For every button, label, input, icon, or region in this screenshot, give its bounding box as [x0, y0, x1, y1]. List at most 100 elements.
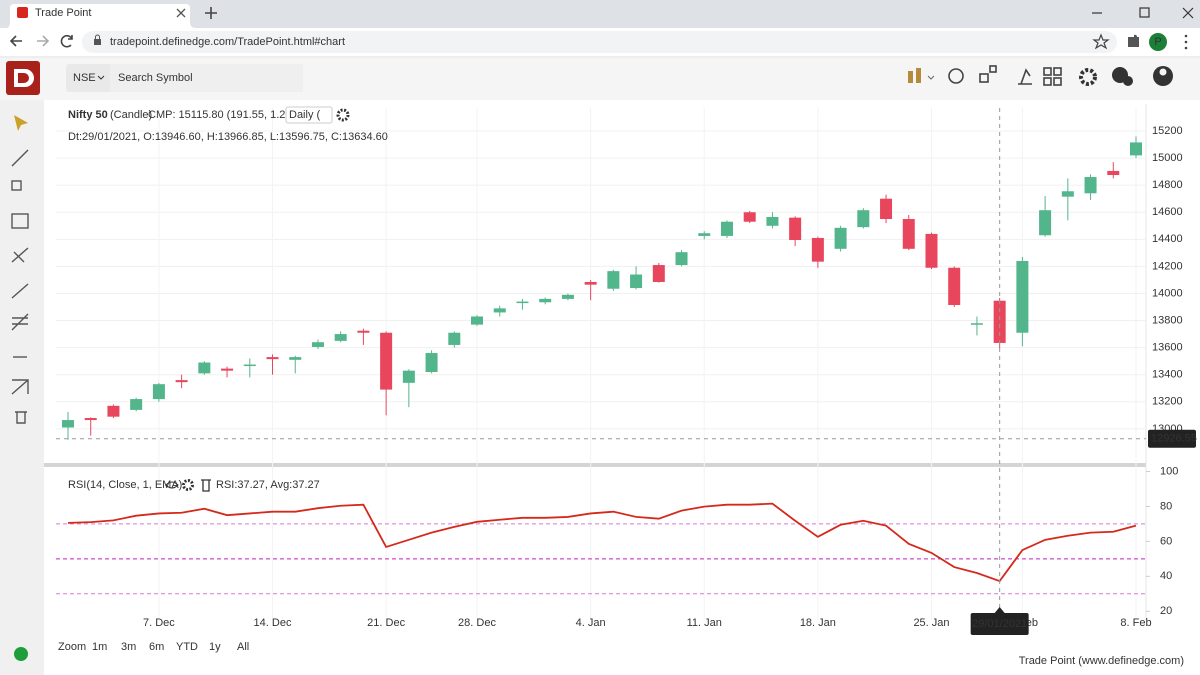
account-icon[interactable] — [1153, 66, 1173, 86]
zoom-button[interactable]: 3m — [121, 641, 136, 653]
x-tick-label: 28. Dec — [458, 617, 496, 629]
chart-type-icon-bar — [916, 68, 921, 83]
layout-icon-part — [1043, 77, 1052, 86]
delete-tool[interactable] — [15, 411, 27, 424]
menu-dot[interactable] — [1184, 34, 1188, 38]
x-tick-label: 14. Dec — [254, 617, 292, 629]
maximize[interactable] — [1139, 7, 1150, 18]
rsi-tick-label: 100 — [1160, 465, 1178, 477]
candle-body — [675, 252, 688, 266]
rsi-readout: RSI:37.27, Avg:37.27 — [216, 479, 320, 491]
rsi-visibility[interactable] — [165, 481, 179, 489]
candle-body — [198, 362, 211, 374]
search-input[interactable] — [110, 64, 303, 92]
candle-body — [993, 300, 1006, 343]
candle-body — [1016, 260, 1029, 333]
candle-body — [789, 217, 802, 240]
candle-body — [1107, 170, 1120, 176]
zoom-button[interactable]: YTD — [176, 641, 198, 653]
candle-body — [630, 274, 643, 289]
x-tick-label: 4. Jan — [576, 617, 606, 629]
candle-body — [130, 399, 143, 410]
text-tool[interactable] — [11, 213, 29, 229]
reload[interactable] — [60, 34, 73, 48]
candle-body — [152, 384, 165, 400]
extensions[interactable] — [1128, 34, 1139, 47]
candle-body — [289, 357, 302, 360]
y-tick-label: 13600 — [1152, 342, 1183, 354]
pane-separator — [44, 463, 1146, 467]
candle-body — [1084, 177, 1097, 194]
candle-body — [402, 370, 415, 383]
menu-dot — [1184, 46, 1188, 50]
close-window[interactable] — [1182, 7, 1194, 19]
channel-tool[interactable] — [11, 313, 29, 331]
chart-type-icon[interactable] — [908, 71, 913, 83]
candle-body — [175, 380, 188, 383]
drawing-icon[interactable] — [979, 73, 989, 83]
candle-body — [1061, 191, 1074, 197]
indicator-icon[interactable] — [948, 68, 964, 84]
zoom-tool[interactable] — [11, 379, 29, 395]
x-tick-label: 7. Dec — [143, 617, 175, 629]
settings-icon[interactable] — [1079, 68, 1097, 86]
zoom-button[interactable]: 6m — [149, 641, 164, 653]
candle-body — [107, 405, 120, 417]
new-tab[interactable] — [205, 7, 217, 19]
ohlc-readout: Dt:29/01/2021, O:13946.60, H:13966.85, L… — [68, 131, 388, 143]
candle-body — [743, 212, 756, 222]
account-head — [1159, 68, 1167, 76]
candle-body — [62, 420, 74, 428]
candle-body — [720, 221, 733, 236]
rsi-tick-label: 60 — [1160, 535, 1172, 547]
header-icons — [908, 65, 1173, 86]
fib-tool[interactable] — [11, 247, 29, 263]
candle-body — [516, 301, 529, 304]
candle-body — [948, 267, 961, 305]
rsi-tick-label: 20 — [1160, 605, 1172, 617]
interval-select[interactable] — [285, 106, 333, 124]
chat-icon-part — [1123, 76, 1133, 86]
y-tick-label: 14800 — [1152, 179, 1183, 191]
tab-close[interactable] — [176, 8, 186, 18]
cursor-tool[interactable] — [14, 115, 28, 131]
back[interactable] — [9, 35, 22, 47]
candle-body — [471, 316, 484, 325]
rsi-settings[interactable] — [182, 479, 194, 491]
lock-shackle — [95, 34, 100, 39]
candle-body — [880, 198, 893, 220]
rsi-title: RSI(14, Close, 1, EMA) — [68, 479, 182, 491]
candle-body — [584, 281, 597, 285]
layout-icon[interactable] — [1043, 67, 1052, 76]
candle-body — [311, 342, 324, 347]
x-tick-label: 11. Jan — [687, 617, 722, 629]
omnibox[interactable] — [82, 31, 1117, 53]
forward[interactable] — [37, 35, 50, 47]
candle-body — [857, 210, 870, 228]
line-tool[interactable] — [11, 149, 29, 167]
symbol: Nifty 50 — [68, 109, 108, 121]
tab[interactable] — [6, 4, 196, 28]
rsi-tick-label: 80 — [1160, 500, 1172, 512]
zoom-button[interactable]: All — [237, 641, 249, 653]
candle-body — [902, 219, 915, 249]
app-logo[interactable] — [6, 61, 40, 95]
rsi-delete[interactable] — [201, 479, 211, 492]
crosshair-label: 29/01/2021 — [972, 618, 1027, 630]
pattern-tool[interactable] — [11, 283, 29, 299]
profile[interactable] — [1149, 33, 1167, 51]
chart-area — [44, 100, 1200, 675]
zoom-button[interactable]: 1y — [209, 641, 221, 653]
shape-tool[interactable] — [11, 180, 22, 191]
candle-body — [243, 364, 256, 367]
zoom-button[interactable]: 1m — [92, 641, 107, 653]
candle-body — [84, 418, 97, 421]
candle-body — [266, 357, 279, 360]
bookmark[interactable] — [1092, 33, 1110, 50]
chart-type-caret — [927, 75, 935, 80]
chart-settings[interactable] — [336, 108, 350, 122]
scanner-icon[interactable] — [1018, 68, 1032, 85]
exchange-select[interactable]: NSE — [73, 72, 96, 84]
